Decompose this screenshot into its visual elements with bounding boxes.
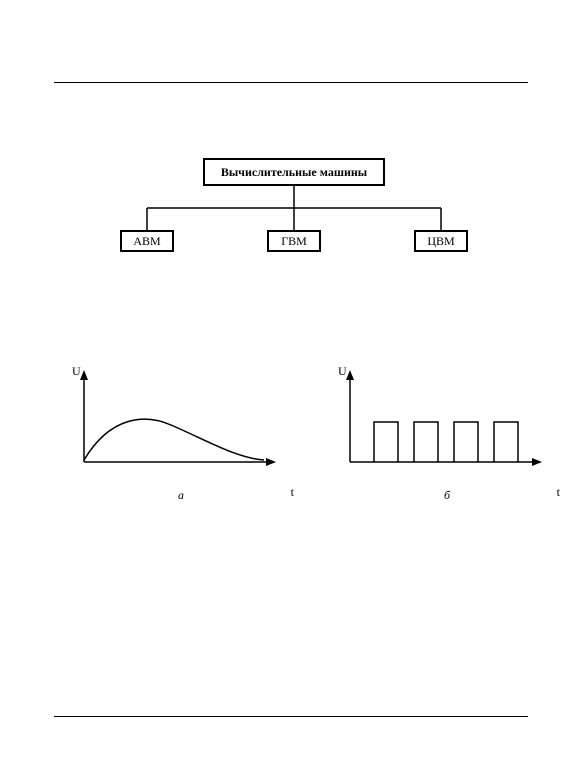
org-child-2: ГВМ	[267, 230, 321, 252]
analog-plot: U t а	[76, 370, 286, 500]
analog-caption: а	[76, 488, 286, 503]
org-child-3: ЦВМ	[414, 230, 468, 252]
digital-plot: U t б	[342, 370, 552, 500]
digital-x-label: t	[557, 485, 560, 500]
digital-plot-svg	[342, 370, 552, 480]
org-child-1-label: АВМ	[133, 234, 160, 249]
org-root-box: Вычислительные машины	[203, 158, 385, 186]
bottom-rule	[54, 716, 528, 717]
analog-plot-svg	[76, 370, 286, 480]
analog-y-label: U	[72, 364, 81, 379]
digital-y-label: U	[338, 364, 347, 379]
org-child-2-label: ГВМ	[281, 234, 307, 249]
org-child-3-label: ЦВМ	[427, 234, 454, 249]
analog-x-label: t	[291, 485, 294, 500]
signal-plots: U t а U t б	[76, 370, 532, 500]
digital-caption: б	[342, 488, 552, 503]
top-rule	[54, 82, 528, 83]
org-root-label: Вычислительные машины	[221, 165, 367, 180]
org-child-1: АВМ	[120, 230, 174, 252]
